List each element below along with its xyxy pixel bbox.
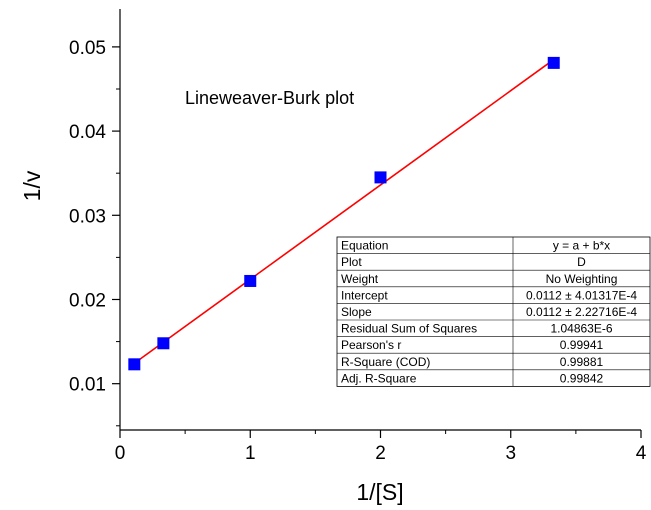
table-key-cell: Plot	[341, 255, 362, 269]
data-point	[157, 337, 170, 350]
table-key-cell: Pearson's r	[341, 338, 401, 352]
x-tick-label: 3	[505, 443, 516, 464]
y-tick-label: 0.05	[69, 38, 106, 59]
x-tick-label: 1	[245, 443, 256, 464]
x-axis-title: 1/[S]	[356, 479, 403, 505]
y-tick-label: 0.02	[69, 290, 106, 311]
table-key-cell: Slope	[341, 305, 372, 319]
table-value-cell: 0.99842	[560, 371, 604, 385]
table-border	[336, 236, 651, 387]
y-tick-label: 0.01	[69, 375, 106, 396]
fit-line	[133, 58, 555, 364]
y-tick-label: 0.03	[69, 206, 106, 227]
chart-title: Lineweaver-Burk plot	[185, 88, 354, 108]
table-value-cell: 0.0112 ± 2.22716E-4	[526, 305, 637, 319]
table-key-cell: Equation	[341, 239, 388, 253]
x-tick-label: 2	[375, 443, 386, 464]
data-point	[244, 274, 257, 287]
fit-statistics-table: Equation y = a + b*x Plot D Weight No Weighti…	[336, 236, 651, 387]
y-axis-title: 1/v	[19, 170, 45, 201]
data-point	[374, 171, 387, 184]
y-tick-label: 0.04	[69, 122, 106, 143]
data-points	[128, 56, 560, 371]
x-tick-label: 0	[115, 443, 126, 464]
axes: 0 1 2 3 4 0.01 0.02 0.03 0.04 0.05	[69, 9, 647, 464]
table-value-cell: 0.99941	[560, 338, 604, 352]
table-value-cell: y = a + b*x	[553, 239, 610, 253]
table-key-cell: Residual Sum of Squares	[341, 322, 477, 336]
table-key-cell: Weight	[341, 272, 379, 286]
table-key-cell: Adj. R-Square	[341, 371, 417, 385]
table-value-cell: 0.0112 ± 4.01317E-4	[526, 288, 637, 302]
table-value-cell: 0.99881	[560, 355, 604, 369]
table-value-cell: No Weighting	[546, 272, 618, 286]
table-key-cell: Intercept	[341, 288, 388, 302]
data-point	[128, 358, 141, 371]
fit-line-group	[133, 58, 555, 364]
x-tick-label: 4	[636, 443, 647, 464]
table-value-cell: 1.04863E-6	[550, 322, 612, 336]
table-value-cell: D	[577, 255, 586, 269]
data-point	[547, 56, 560, 69]
table-key-cell: R-Square (COD)	[341, 355, 430, 369]
